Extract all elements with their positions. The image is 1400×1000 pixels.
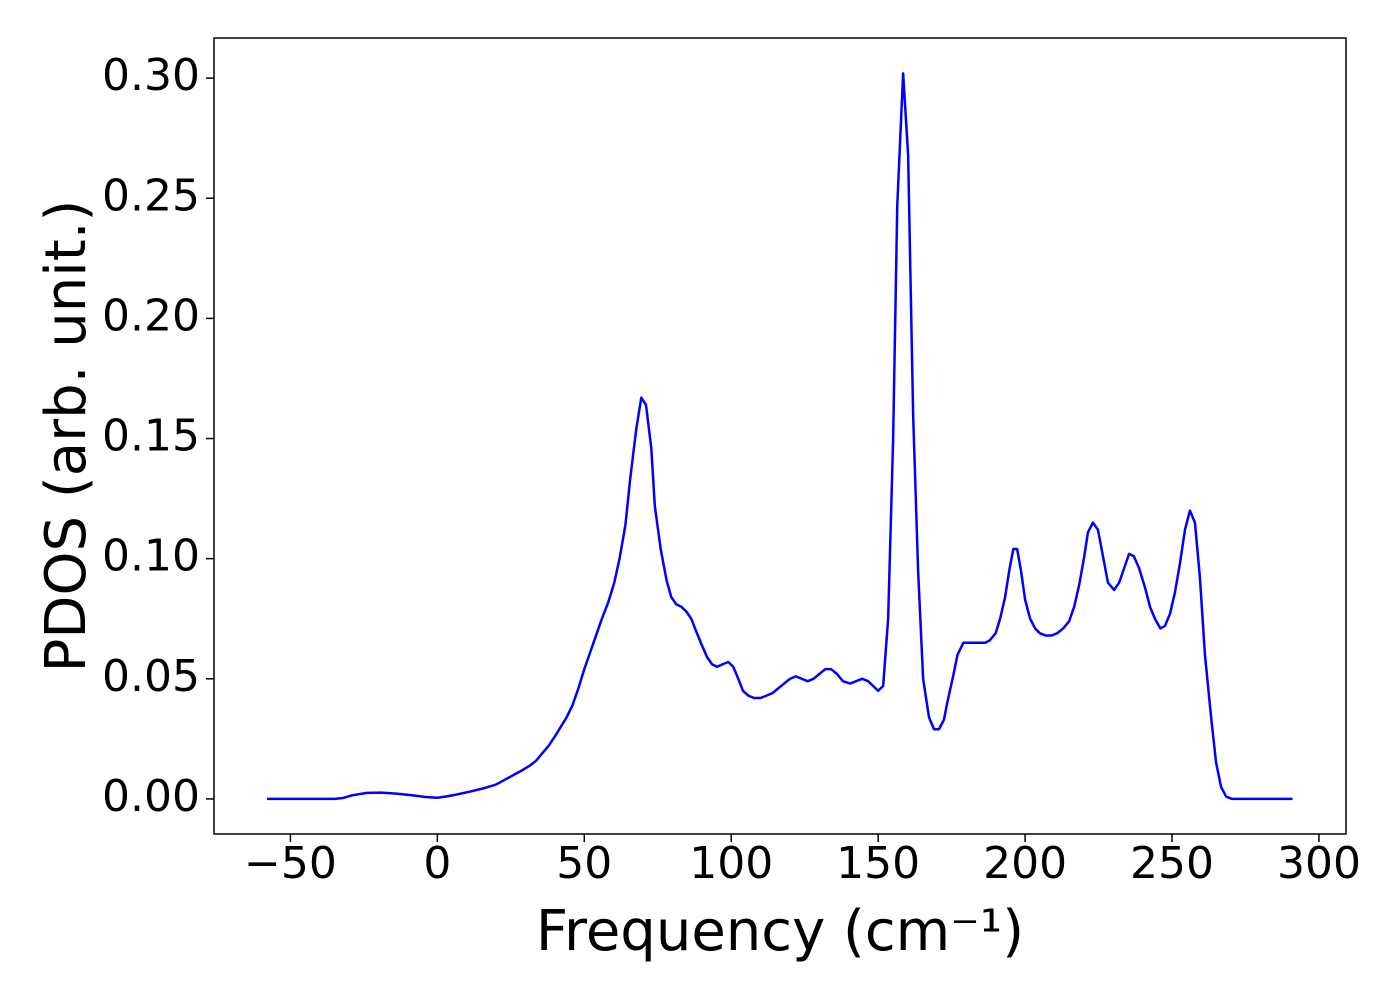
y-tick-label: 0.30 xyxy=(102,50,200,101)
x-tick-label: 100 xyxy=(689,838,773,889)
y-tick-label: 0.25 xyxy=(102,170,200,221)
y-tick-label: 0.15 xyxy=(102,411,200,462)
x-tick-label: −50 xyxy=(244,838,337,889)
y-tick-label: 0.00 xyxy=(102,771,200,822)
x-tick-label: 300 xyxy=(1277,838,1361,889)
y-tick-label: 0.20 xyxy=(102,290,200,341)
x-tick-label: 200 xyxy=(983,838,1067,889)
x-tick-label: 0 xyxy=(423,838,451,889)
plot-frame xyxy=(213,37,1347,835)
x-tick-label: 50 xyxy=(556,838,612,889)
y-tick-label: 0.05 xyxy=(102,651,200,702)
y-tick-label: 0.10 xyxy=(102,531,200,582)
x-tick-label: 150 xyxy=(836,838,920,889)
series-line xyxy=(266,72,1293,801)
x-tick-label: 250 xyxy=(1130,838,1214,889)
y-axis-label: PDOS (arb. unit.) xyxy=(34,200,99,673)
x-axis-label: Frequency (cm⁻¹) xyxy=(536,899,1024,964)
